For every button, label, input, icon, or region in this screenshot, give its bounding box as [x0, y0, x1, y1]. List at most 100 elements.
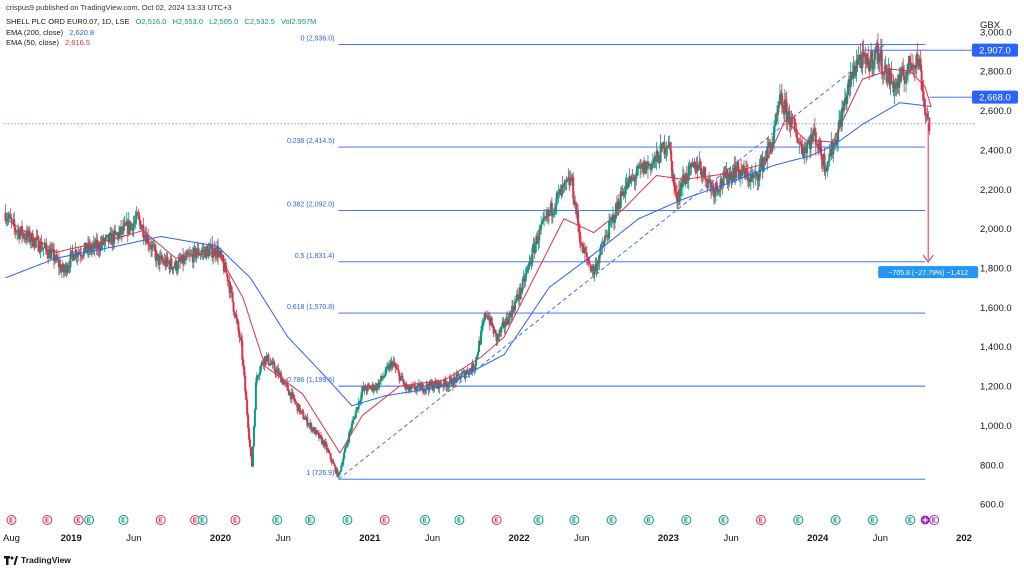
event-e-glyph — [457, 517, 461, 523]
candle-body — [563, 182, 566, 185]
candle-body — [569, 178, 572, 186]
candle-body — [457, 373, 460, 376]
legend-ema50-row[interactable]: EMA (50, close) 2,616.5 — [6, 38, 320, 49]
candle-body — [393, 362, 396, 367]
candle-body — [7, 217, 10, 220]
candle-body — [855, 59, 858, 72]
candle-body — [527, 263, 530, 268]
candle-body — [440, 384, 443, 386]
x-axis-tick-label: 2021 — [359, 533, 381, 544]
candle-body — [723, 171, 726, 173]
y-axis-tick-label: 2,600.0 — [980, 106, 1012, 117]
candle-body — [40, 241, 43, 251]
candle-body — [394, 366, 397, 368]
candle-body — [820, 153, 823, 160]
candle-body — [764, 157, 767, 159]
event-e-glyph — [233, 517, 237, 523]
fib-level-label: 0.382 (2,092.0) — [287, 202, 334, 209]
candle-body — [277, 368, 280, 376]
candle-body — [756, 173, 759, 181]
candle-body — [498, 330, 501, 337]
candle-body — [466, 370, 469, 374]
candle-body — [916, 54, 919, 64]
candle-body — [775, 113, 778, 125]
candle-body — [66, 268, 69, 274]
candle-body — [177, 260, 180, 270]
y-axis-tick-label: 2,800.0 — [980, 67, 1012, 78]
candle-body — [777, 104, 780, 108]
candle-body — [531, 247, 534, 262]
candle-body — [652, 159, 655, 163]
candle-body — [358, 401, 361, 403]
candle-body — [253, 409, 256, 427]
candle-body — [410, 385, 413, 390]
candle-body — [273, 362, 276, 370]
legend-symbol[interactable]: SHELL PLC ORD EUR0.07, 1D, LSE — [6, 17, 130, 26]
candle-body — [35, 236, 38, 241]
candle-body — [137, 214, 140, 216]
candle-body — [195, 254, 198, 259]
candle-body — [861, 51, 864, 69]
candle-body — [646, 163, 649, 169]
candle-body — [923, 98, 926, 109]
candle-body — [655, 150, 658, 162]
candle-body — [245, 391, 248, 401]
candle-body — [399, 376, 402, 381]
candle-body — [863, 52, 866, 57]
candle-body — [395, 367, 398, 369]
candle-body — [183, 257, 186, 265]
candle-body — [327, 449, 330, 453]
event-e-glyph — [76, 517, 81, 523]
candle-body — [841, 108, 844, 127]
candle-body — [480, 326, 483, 331]
candle-body — [241, 341, 244, 360]
candle-body — [920, 70, 923, 90]
candle-body — [41, 248, 44, 251]
candle-body — [754, 171, 757, 176]
candle-body — [578, 224, 581, 232]
measure-label-bg — [878, 266, 979, 279]
candle-body — [357, 401, 360, 409]
candle-body — [129, 223, 132, 231]
candle-body — [589, 264, 592, 271]
event-e-glyph — [833, 517, 838, 523]
candle-body — [372, 384, 375, 391]
candle-body — [849, 72, 852, 88]
candle-body — [560, 185, 563, 196]
candle-body — [780, 93, 783, 106]
candle-body — [799, 141, 802, 143]
candle-body — [772, 140, 775, 144]
candle-body — [438, 381, 441, 390]
x-axis-tick-label: Jun — [276, 533, 291, 544]
candle-body — [452, 377, 455, 387]
event-e-glyph — [308, 517, 312, 523]
candle-body — [873, 59, 876, 67]
candle-body — [540, 224, 543, 230]
candle-body — [526, 267, 529, 271]
candle-body — [590, 269, 593, 271]
candle-body — [496, 334, 499, 341]
event-e-glyph — [684, 517, 688, 523]
candle-body — [384, 367, 387, 375]
candle-body — [236, 318, 239, 323]
candle-body — [537, 240, 540, 244]
candle-body — [453, 377, 456, 379]
candle-body — [876, 43, 879, 63]
candle-body — [666, 146, 669, 148]
legend-volume: Vol2.957M — [280, 17, 317, 26]
candle-body — [103, 241, 106, 245]
candle-body — [247, 414, 250, 429]
candle-body — [250, 447, 253, 457]
tradingview-brand[interactable]: TradingView — [4, 555, 71, 565]
legend-ema200-row[interactable]: EMA (200, close) 2,620.8 — [6, 28, 320, 39]
event-e-glyph — [193, 517, 197, 523]
y-axis-tick-label: 3,000.0 — [980, 27, 1012, 38]
candle-body — [542, 218, 545, 222]
candle-body — [593, 268, 596, 275]
candle-body — [455, 374, 458, 383]
candle-body — [504, 325, 507, 328]
candle-body — [690, 162, 693, 168]
candle-body — [819, 140, 822, 154]
candle-body — [743, 165, 746, 172]
